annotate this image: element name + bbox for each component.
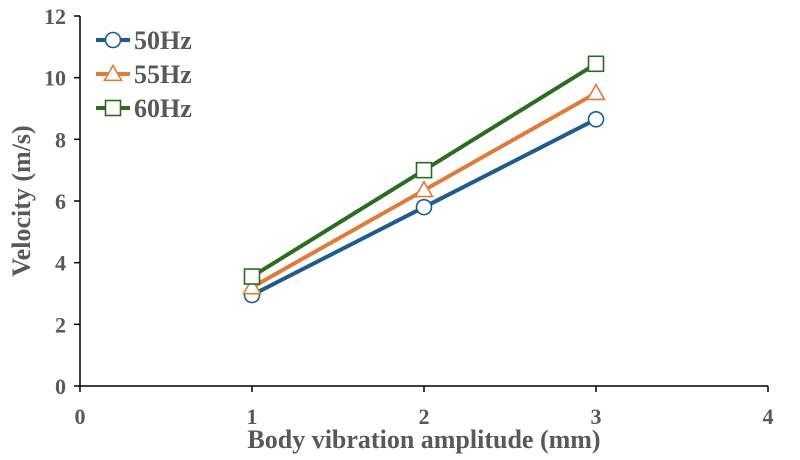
x-tick-label: 3 [591,404,602,429]
legend-marker-60Hz [104,99,122,117]
legend-label-60Hz: 60Hz [134,94,192,123]
y-tick-label: 4 [55,251,66,276]
x-tick-label: 2 [419,404,430,429]
legend-label-55Hz: 55Hz [134,60,192,89]
data-point-60Hz [587,55,605,73]
data-point-55Hz [586,82,606,101]
y-tick-label: 0 [55,374,66,399]
y-axis-title: Velocity (m/s) [7,125,36,276]
data-point-60Hz [415,161,433,179]
legend-label-50Hz: 50Hz [134,26,192,55]
legend: 50Hz 55Hz 60Hz [96,26,192,123]
data-point-50Hz [587,110,605,128]
x-axis-title: Body vibration amplitude (mm) [247,425,600,454]
data-point-50Hz [415,198,433,216]
series-lines [250,62,598,297]
y-tick-label: 8 [55,127,66,152]
y-tick-label: 6 [55,189,66,214]
y-tick-label: 2 [55,312,66,337]
legend-marker-50Hz [104,31,122,49]
x-tick-label: 1 [247,404,258,429]
y-tick-label: 12 [44,4,66,29]
data-point-55Hz [242,277,262,295]
legend-marker-55Hz [103,63,123,82]
data-point-55Hz [414,180,434,198]
x-tick-label: 0 [75,404,86,429]
data-point-60Hz [243,268,261,285]
y-tick-label: 10 [44,66,66,91]
x-tick-label: 4 [763,404,774,429]
series-markers [242,55,606,304]
